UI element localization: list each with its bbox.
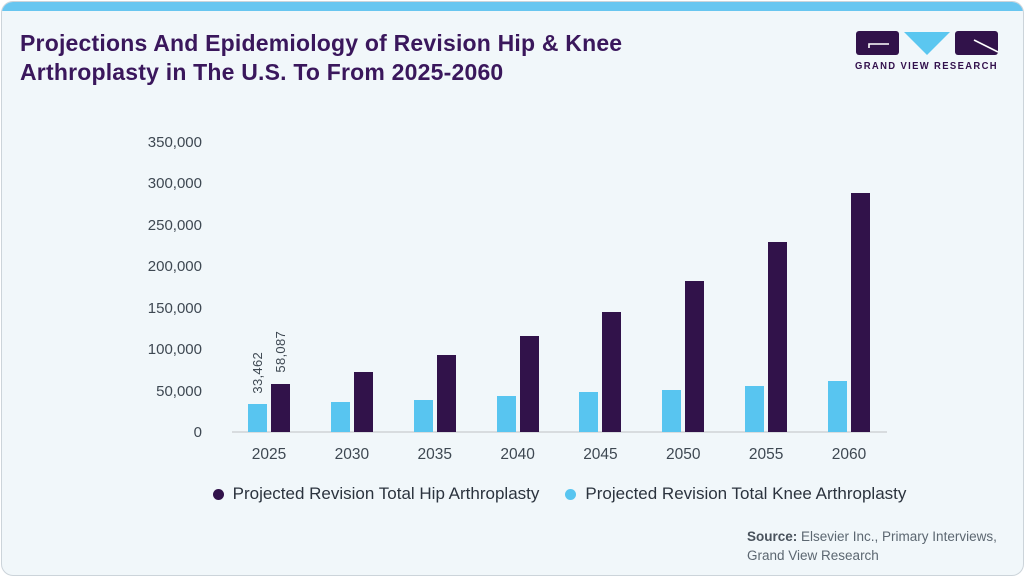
bar-value-label: 58,087: [273, 331, 288, 373]
bar-group-2055: [745, 143, 788, 432]
y-tick-label: 50,000: [156, 382, 202, 400]
y-tick-label: 0: [193, 424, 202, 441]
gvr-logo-icon: GRAND VIEW RESEARCH: [855, 31, 999, 72]
page-title-line2: Arthroplasty in The U.S. To From 2025-20…: [20, 59, 504, 85]
x-axis-line: [232, 431, 887, 433]
x-tick-label-2055: 2055: [748, 446, 784, 463]
bar-knee-2035: [413, 399, 433, 432]
bar-hip-2055: [768, 242, 788, 432]
y-tick-label: 100,000: [147, 341, 202, 359]
source-label: Source:: [747, 529, 798, 544]
y-tick-label: 350,000: [147, 134, 202, 151]
x-tick-label-2045: 2045: [583, 446, 618, 463]
legend-label-hip: Projected Revision Total Hip Arthroplast…: [232, 484, 540, 503]
bar-knee-2055: [745, 385, 765, 432]
page-title-line1: Projections And Epidemiology of Revision…: [20, 30, 623, 56]
bar-group-2025: 33,462 58,087: [248, 143, 290, 432]
grand-view-research-logo: GRAND VIEW RESEARCH: [855, 31, 999, 78]
bar-hip-2025: [271, 383, 290, 432]
x-tick-label-2040: 2040: [500, 446, 535, 463]
source-note: Source: Elsevier Inc., Primary Interview…: [747, 527, 997, 565]
y-tick-label: 150,000: [147, 299, 202, 317]
x-tick-label-2035: 2035: [417, 446, 452, 463]
bar-knee-2060: [828, 380, 848, 432]
bar-group-2060: [828, 143, 871, 432]
x-tick-label-2025: 2025: [251, 446, 287, 463]
bar-knee-2030: [330, 401, 350, 432]
y-tick-label: 250,000: [147, 216, 202, 234]
x-tick-label-2060: 2060: [831, 446, 867, 463]
top-accent-bar: [2, 2, 1023, 11]
y-tick-label: 200,000: [147, 258, 202, 276]
bar-value-label: 33,462: [250, 351, 265, 394]
gvr-logo-text: GRAND VIEW RESEARCH: [855, 60, 998, 72]
bar-group-2040: [496, 143, 539, 432]
bar-group-2045: [579, 143, 622, 432]
bar-hip-2030: [353, 371, 373, 432]
source-line2: Grand View Research: [747, 548, 879, 563]
bar-knee-2025: [248, 404, 267, 432]
legend: Projected Revision Total Hip Arthroplast…: [122, 484, 997, 504]
x-tick-label-2050: 2050: [666, 446, 701, 463]
bar-group-2050: [662, 143, 705, 432]
y-axis: 0 50,000 100,000 150,000 200,000 250,000 300,0…: [120, 134, 202, 441]
bar-hip-2035: [436, 354, 456, 432]
bar-knee-2050: [662, 390, 682, 432]
y-tick-label: 300,000: [147, 175, 202, 193]
knee-legend-dot-icon: [565, 488, 577, 500]
bar-knee-2040: [496, 396, 516, 432]
bar-group-2035: [413, 143, 456, 432]
legend-item-knee: Projected Revision Total Knee Arthroplas…: [565, 484, 906, 504]
bar-hip-2060: [851, 193, 871, 432]
page-title: Projections And Epidemiology of Revision…: [20, 29, 622, 87]
x-axis: 2025 2030 2035 2040 2045 2050 2055 2060: [232, 446, 887, 466]
bar-hip-2050: [685, 281, 705, 432]
bar-knee-2045: [579, 392, 599, 432]
bar-hip-2045: [602, 311, 622, 432]
plot-area: 33,462 58,087: [232, 143, 887, 433]
bar-group-2030: [330, 143, 373, 432]
source-line1: Elsevier Inc., Primary Interviews,: [801, 529, 997, 544]
legend-label-knee: Projected Revision Total Knee Arthroplas…: [585, 484, 907, 503]
x-tick-label-2030: 2030: [334, 446, 370, 463]
legend-item-hip: Projected Revision Total Hip Arthroplast…: [212, 484, 540, 504]
bar-hip-2040: [519, 335, 539, 432]
hip-legend-dot-icon: [212, 488, 224, 500]
